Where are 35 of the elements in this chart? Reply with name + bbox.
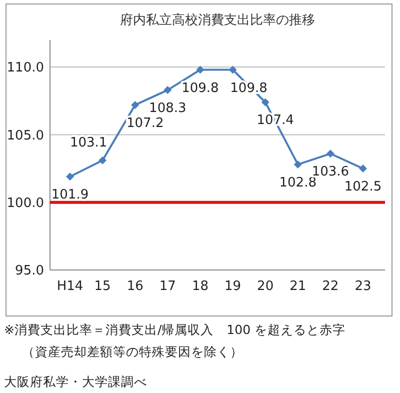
data-label: 102.8 bbox=[279, 175, 316, 190]
data-label: 102.5 bbox=[344, 180, 382, 195]
x-tick-label: 18 bbox=[192, 279, 208, 294]
x-tick-label: 22 bbox=[322, 279, 339, 294]
text: ※消費支出比率＝消費支出/帰属収入 100 を超えると赤字 bbox=[4, 322, 346, 337]
point bbox=[228, 66, 237, 74]
data-label: 108.3 bbox=[149, 101, 186, 116]
text: 大阪府私学・大学課調べ bbox=[4, 374, 147, 389]
point bbox=[196, 66, 204, 74]
chart-title: 府内私立高校消費支出比率の推移 bbox=[120, 12, 315, 28]
data-label: 107.2 bbox=[126, 116, 164, 131]
point bbox=[131, 100, 140, 109]
x-tick-label: 15 bbox=[94, 279, 111, 294]
point bbox=[98, 156, 107, 164]
x-tick-label: 23 bbox=[354, 279, 372, 294]
x-tick-label: 17 bbox=[159, 279, 176, 294]
y-tick-label: 100.0 bbox=[6, 196, 44, 211]
point bbox=[261, 98, 270, 106]
x-tick-label: 19 bbox=[224, 279, 242, 294]
x-tick-label: 21 bbox=[290, 279, 306, 294]
data-label: 103.1 bbox=[70, 135, 108, 150]
y-tick-label: 110.0 bbox=[6, 60, 44, 76]
x-tick-label: 20 bbox=[257, 279, 274, 294]
y-tick-label: 105.0 bbox=[6, 128, 44, 144]
text: （資産売却差額等の特殊要因を除く） bbox=[22, 344, 243, 359]
point bbox=[66, 172, 74, 181]
x-tick-label: H14 bbox=[56, 279, 84, 294]
point bbox=[326, 150, 334, 158]
point bbox=[359, 164, 367, 173]
x-tick-label: 16 bbox=[126, 279, 144, 294]
data-label: 109.8 bbox=[182, 80, 219, 96]
point bbox=[164, 86, 172, 94]
point bbox=[294, 160, 302, 168]
y-tick-label: 95.0 bbox=[15, 264, 44, 279]
data-label: 101.9 bbox=[51, 188, 89, 203]
